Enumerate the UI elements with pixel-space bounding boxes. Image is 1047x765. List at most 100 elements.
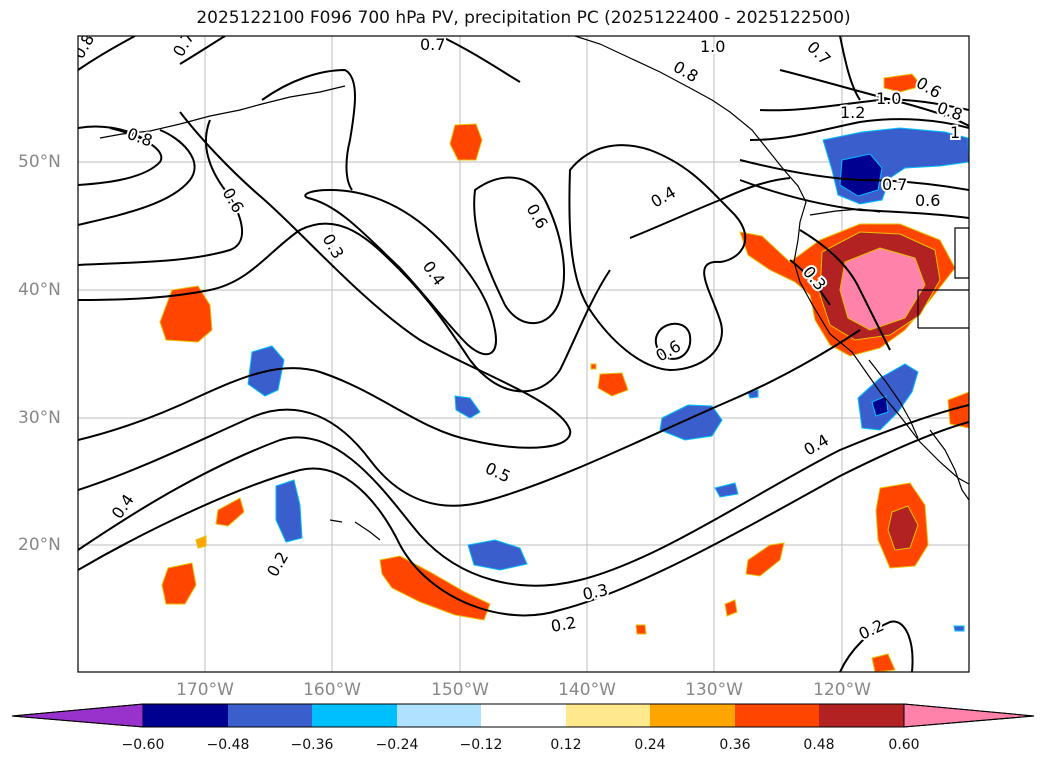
precip-blob: [953, 625, 965, 632]
colorbar-tick-label: 0.24: [634, 737, 666, 753]
contour-label: 1.0: [700, 37, 725, 56]
colorbar-segment: [819, 704, 904, 727]
precip-negative: [247, 127, 969, 632]
colorbar-tick-label: −0.48: [206, 737, 250, 753]
colorbar-outline: [11, 703, 1035, 728]
colorbar-extend-high: [903, 703, 1035, 728]
precip-blob: [467, 539, 528, 571]
pv-contour: [78, 129, 196, 226]
pv-contour: [78, 421, 969, 617]
precip-blob: [724, 599, 738, 617]
pv-contour: [749, 118, 969, 141]
contour-label: 1: [950, 123, 960, 142]
pv-contour: [439, 36, 521, 83]
colorbar-tick-label: −0.36: [290, 737, 334, 753]
pv-contour: [473, 176, 566, 325]
precip-blob: [597, 372, 629, 397]
colorbar-segment: [312, 704, 397, 727]
pv-contour: [654, 322, 692, 360]
colorbar-tick-label: 0.12: [550, 737, 582, 753]
colorbar-tick-label: −0.60: [121, 737, 165, 753]
pv-contour: [78, 119, 244, 266]
contour-label: 1.2: [840, 103, 865, 122]
pv-contour: [78, 127, 163, 186]
precip-blob: [215, 497, 245, 527]
colorbar-extend-low: [11, 703, 144, 728]
precip-blob: [745, 542, 785, 577]
precip-blob: [839, 153, 883, 197]
lon-label: 120°W: [813, 680, 871, 700]
pv-contour: [78, 36, 136, 71]
precip-blob: [449, 123, 483, 161]
contour-label: 0.6: [915, 191, 940, 210]
precip-blob: [871, 653, 896, 672]
pv-contour: [799, 229, 891, 351]
contour-label: 1.0: [876, 89, 901, 108]
pv-contours: [78, 36, 969, 672]
precip-blob: [887, 505, 919, 551]
precip-blob: [161, 562, 197, 605]
precip-blob: [454, 395, 481, 419]
pv-contour: [261, 68, 356, 191]
lon-label: 170°W: [176, 680, 234, 700]
lon-label: 130°W: [685, 680, 743, 700]
pv-contour: [629, 177, 791, 239]
precip-blob: [871, 395, 889, 417]
colorbar-segment: [228, 704, 312, 727]
precip-blob: [839, 247, 926, 331]
precip-blob: [275, 479, 303, 543]
colorbar-tick-label: 0.48: [803, 737, 835, 753]
pv-contour: [779, 69, 969, 127]
lat-label: 50°N: [18, 152, 61, 172]
lon-label: 140°W: [558, 680, 616, 700]
colorbar-tick-label: 0.36: [719, 737, 751, 753]
map-title: 2025122100 F096 700 hPa PV, precipitatio…: [196, 8, 851, 28]
pv-contour: [78, 125, 143, 139]
precip-blob: [659, 404, 723, 441]
colorbar-segment: [735, 704, 819, 727]
precip-blob: [590, 363, 597, 370]
pv-contour: [759, 98, 969, 112]
precip-blob: [635, 624, 647, 635]
pv-contour: [839, 36, 861, 101]
pv-contour: [179, 36, 226, 65]
precip-blob: [947, 391, 969, 429]
pv-contour: [78, 329, 861, 507]
ocean-background: [78, 36, 969, 672]
precip-blob: [195, 535, 207, 549]
pv-contour: [839, 620, 914, 672]
pv-contour: [78, 111, 572, 449]
colorbar: [11, 703, 1035, 728]
colorbar-segment: [143, 704, 228, 727]
colorbar-segment: [481, 704, 566, 727]
lat-label: 20°N: [18, 535, 61, 555]
contour-label: 0.7: [420, 35, 445, 54]
lon-label: 150°W: [431, 680, 489, 700]
pv-contour: [739, 179, 969, 219]
lon-label: 160°W: [303, 680, 361, 700]
precip-positive: [159, 73, 969, 672]
map-frame: [77, 35, 970, 673]
pv-contour: [304, 188, 497, 356]
precip-blob: [159, 285, 213, 343]
colorbar-segment: [566, 704, 650, 727]
pv-contour: [789, 259, 831, 306]
colorbar-segment: [397, 704, 481, 727]
pv-contour: [739, 159, 969, 191]
pv-contour: [78, 404, 969, 587]
pv-contour: [78, 222, 611, 393]
colorbar-segment: [650, 704, 735, 727]
colorbar-tick-label: −0.24: [375, 737, 419, 753]
pv-contour: [568, 144, 747, 372]
precip-blob: [857, 363, 919, 431]
precip-blob: [714, 482, 739, 498]
colorbar-tick-label: −0.12: [459, 737, 503, 753]
lat-label: 40°N: [18, 280, 61, 300]
coastlines: [99, 36, 969, 541]
precip-blob: [379, 555, 491, 621]
lat-label: 30°N: [18, 408, 61, 428]
contour-label: 0.7: [882, 175, 907, 194]
colorbar-tick-label: 0.60: [888, 737, 920, 753]
precip-blob: [883, 73, 923, 93]
